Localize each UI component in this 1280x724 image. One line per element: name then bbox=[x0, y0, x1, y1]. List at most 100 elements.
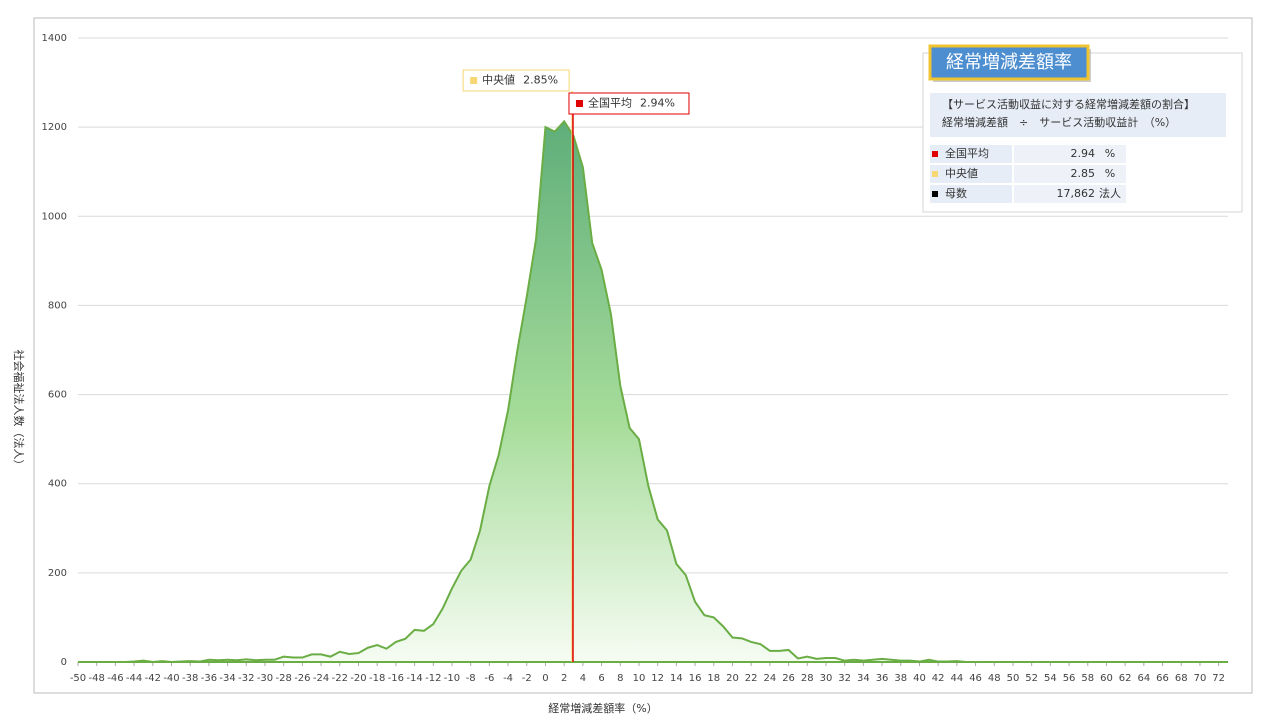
annotation-box bbox=[568, 92, 690, 115]
x-tick-label: -48 bbox=[89, 673, 105, 684]
annotation-label: 2.85% bbox=[523, 74, 558, 87]
info-row-unit: % bbox=[1105, 167, 1115, 180]
x-tick-label: 46 bbox=[969, 673, 982, 684]
y-tick-label: 1000 bbox=[42, 211, 67, 222]
x-tick-label: 52 bbox=[1025, 673, 1038, 684]
x-tick-label: 42 bbox=[932, 673, 945, 684]
x-tick-label: -44 bbox=[126, 673, 142, 684]
annotation-box bbox=[462, 69, 570, 92]
x-tick-label: 4 bbox=[580, 673, 586, 684]
info-row-value: 17,862 bbox=[1057, 187, 1096, 200]
x-tick-label: -14 bbox=[406, 673, 422, 684]
x-tick-label: 8 bbox=[617, 673, 623, 684]
x-tick-label: 26 bbox=[782, 673, 795, 684]
x-tick-label: 58 bbox=[1081, 673, 1094, 684]
y-tick-label: 400 bbox=[48, 479, 67, 490]
x-tick-label: -38 bbox=[182, 673, 198, 684]
area bbox=[78, 121, 1228, 662]
x-tick-label: 0 bbox=[542, 673, 548, 684]
x-tick-label: 40 bbox=[913, 673, 926, 684]
x-tick-label: 10 bbox=[633, 673, 646, 684]
info-row-unit: % bbox=[1105, 147, 1115, 160]
annotation-name: 全国平均 bbox=[588, 96, 632, 110]
x-tick-label: -40 bbox=[163, 673, 179, 684]
x-tick-label: -18 bbox=[369, 673, 385, 684]
x-tick-label: 64 bbox=[1137, 673, 1150, 684]
x-tick-label: 30 bbox=[820, 673, 833, 684]
x-tick-label: 6 bbox=[598, 673, 604, 684]
info-row-name: 全国平均 bbox=[945, 146, 989, 160]
x-tick-label: 24 bbox=[764, 673, 777, 684]
x-tick-label: -20 bbox=[350, 673, 366, 684]
annotation-label: 2.94% bbox=[640, 97, 675, 110]
x-tick-label: -16 bbox=[388, 673, 404, 684]
info-row-value-bg bbox=[1014, 145, 1126, 163]
x-tick-label: -24 bbox=[313, 673, 329, 684]
x-tick-label: -46 bbox=[107, 673, 123, 684]
x-axis-title: 経常増減差額率（%） bbox=[548, 701, 657, 715]
x-tick-label: 44 bbox=[950, 673, 963, 684]
info-title: 経常増減差額率 bbox=[946, 52, 1072, 73]
x-tick-label: 22 bbox=[745, 673, 758, 684]
x-tick-label: -12 bbox=[425, 673, 441, 684]
x-tick-label: -32 bbox=[238, 673, 254, 684]
x-tick-label: 66 bbox=[1156, 673, 1169, 684]
y-tick-label: 1200 bbox=[42, 122, 67, 133]
x-tick-label: -10 bbox=[444, 673, 460, 684]
x-tick-label: 18 bbox=[707, 673, 720, 684]
x-tick-label: 36 bbox=[876, 673, 889, 684]
info-row-swatch bbox=[932, 151, 938, 157]
x-tick-label: 20 bbox=[726, 673, 739, 684]
info-row-unit: 法人 bbox=[1099, 186, 1121, 200]
x-tick-label: -4 bbox=[503, 673, 513, 684]
info-row-swatch bbox=[932, 171, 938, 177]
x-tick-label: -22 bbox=[332, 673, 348, 684]
x-tick-label: 62 bbox=[1119, 673, 1132, 684]
y-tick-label: 800 bbox=[48, 300, 67, 311]
info-row-name: 中央値 bbox=[945, 167, 978, 180]
x-tick-label: 38 bbox=[894, 673, 907, 684]
info-row-label-bg bbox=[930, 185, 1012, 203]
info-row-name: 母数 bbox=[945, 187, 967, 200]
y-tick-label: 0 bbox=[61, 657, 67, 668]
x-tick-label: -6 bbox=[484, 673, 494, 684]
info-row-label-bg bbox=[930, 165, 1012, 183]
info-row-value-bg bbox=[1014, 185, 1126, 203]
x-tick-label: 12 bbox=[651, 673, 664, 684]
x-tick-label: 72 bbox=[1212, 673, 1225, 684]
x-tick-label: 32 bbox=[838, 673, 851, 684]
x-tick-label: 2 bbox=[561, 673, 567, 684]
x-tick-label: -42 bbox=[145, 673, 161, 684]
info-description: 【サービス活動収益に対する経常増減差額の割合】 bbox=[942, 97, 1195, 111]
x-tick-label: 68 bbox=[1175, 673, 1188, 684]
x-tick-label: 34 bbox=[857, 673, 870, 684]
x-tick-label: -26 bbox=[294, 673, 310, 684]
x-tick-label: -36 bbox=[201, 673, 217, 684]
x-tick-label: 54 bbox=[1044, 673, 1057, 684]
x-tick-label: 48 bbox=[988, 673, 1001, 684]
info-title-badge bbox=[928, 44, 1090, 81]
info-row-value-bg bbox=[1014, 165, 1126, 183]
x-tick-label: 28 bbox=[801, 673, 814, 684]
info-row-label-bg bbox=[930, 145, 1012, 163]
x-tick-label: -30 bbox=[257, 673, 273, 684]
info-row-value: 2.85 bbox=[1071, 167, 1096, 180]
y-tick-label: 200 bbox=[48, 568, 67, 579]
x-tick-label: 16 bbox=[689, 673, 702, 684]
x-tick-label: -34 bbox=[219, 673, 235, 684]
x-tick-label: 70 bbox=[1194, 673, 1207, 684]
frame bbox=[33, 17, 1253, 694]
y-tick-label: 600 bbox=[48, 390, 67, 401]
x-tick-label: -28 bbox=[276, 673, 292, 684]
info-description-bg bbox=[930, 93, 1226, 137]
x-tick-label: 60 bbox=[1100, 673, 1113, 684]
annotation-swatch bbox=[575, 100, 583, 107]
annotation-swatch bbox=[470, 77, 478, 84]
y-axis-title: 社会福祉法人数（法人） bbox=[12, 350, 26, 471]
info-row-swatch bbox=[932, 191, 938, 197]
x-tick-label: 56 bbox=[1063, 673, 1076, 684]
info-row-value: 2.94 bbox=[1071, 147, 1096, 160]
x-tick-label: 50 bbox=[1007, 673, 1020, 684]
